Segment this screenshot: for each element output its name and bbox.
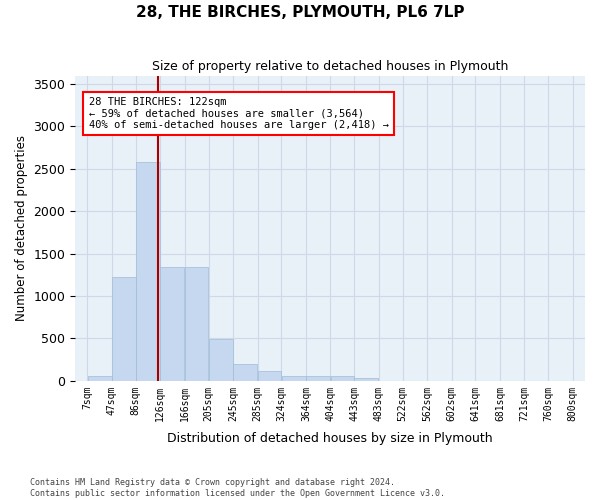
Bar xyxy=(233,364,257,381)
Bar xyxy=(185,267,208,381)
Y-axis label: Number of detached properties: Number of detached properties xyxy=(15,135,28,321)
Bar xyxy=(136,162,160,381)
Bar xyxy=(160,267,184,381)
Bar xyxy=(355,378,379,381)
Title: Size of property relative to detached houses in Plymouth: Size of property relative to detached ho… xyxy=(152,60,508,73)
Bar xyxy=(331,376,354,381)
Text: 28 THE BIRCHES: 122sqm
← 59% of detached houses are smaller (3,564)
40% of semi-: 28 THE BIRCHES: 122sqm ← 59% of detached… xyxy=(89,97,389,130)
Text: Contains HM Land Registry data © Crown copyright and database right 2024.
Contai: Contains HM Land Registry data © Crown c… xyxy=(30,478,445,498)
Bar xyxy=(258,372,281,381)
X-axis label: Distribution of detached houses by size in Plymouth: Distribution of detached houses by size … xyxy=(167,432,493,445)
Bar xyxy=(209,339,233,381)
Text: 28, THE BIRCHES, PLYMOUTH, PL6 7LP: 28, THE BIRCHES, PLYMOUTH, PL6 7LP xyxy=(136,5,464,20)
Bar xyxy=(281,376,305,381)
Bar xyxy=(112,277,136,381)
Bar xyxy=(306,376,330,381)
Bar xyxy=(88,376,112,381)
